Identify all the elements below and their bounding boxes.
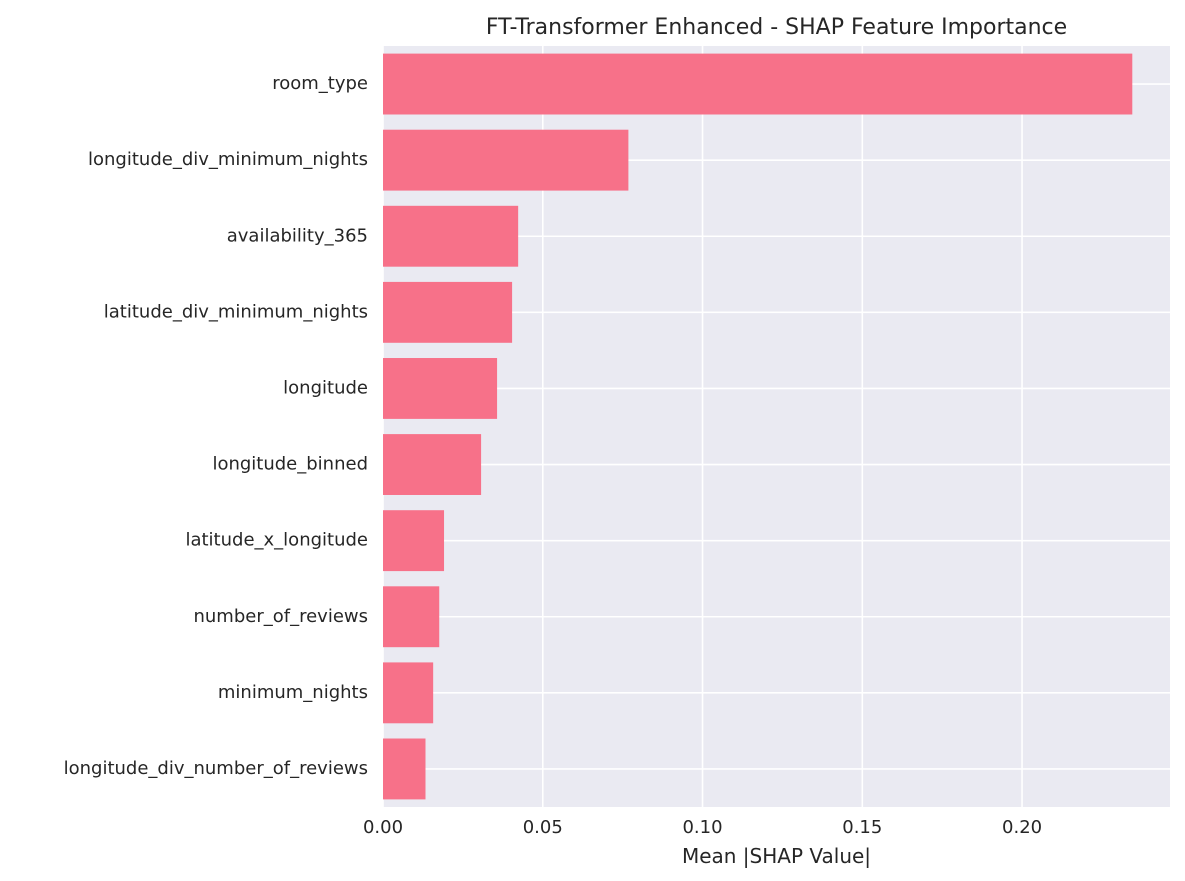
bar-longitude <box>383 358 498 419</box>
y-tick-label: availability_365 <box>227 225 368 246</box>
x-tick-label: 0.00 <box>363 817 403 838</box>
bar-room-type <box>383 53 1133 115</box>
y-tick-label: longitude_binned <box>212 454 368 475</box>
y-tick-label: latitude_x_longitude <box>185 530 368 551</box>
bar-latitude-x-longitude <box>383 510 445 572</box>
x-tick-label: 0.05 <box>523 817 563 838</box>
x-tick-label: 0.15 <box>842 817 882 838</box>
bar-longitude-binned <box>383 434 482 495</box>
bar-longitude-div-number-of-reviews <box>383 738 426 800</box>
bar-minimum-nights <box>383 662 434 724</box>
y-tick-label: room_type <box>272 73 368 94</box>
bar-availability-365 <box>383 205 519 267</box>
x-tick-labels: 0.00 0.05 0.10 0.15 0.20 <box>363 817 1042 838</box>
y-tick-labels: room_type longitude_div_minimum_nightsava… <box>64 73 368 779</box>
x-axis-label: Mean |SHAP Value| <box>682 844 871 868</box>
y-tick-label: longitude <box>283 377 368 398</box>
bar-latitude-div-minimum-nights <box>383 281 513 343</box>
y-tick-label: number_of_reviews <box>193 606 368 627</box>
y-tick-label: latitude_div_minimum_nights <box>104 301 368 322</box>
x-tick-label: 0.10 <box>682 817 722 838</box>
y-tick-label: longitude_div_number_of_reviews <box>64 758 368 779</box>
bar-number-of-reviews <box>383 586 440 648</box>
bars-group <box>383 53 1133 800</box>
x-tick-label: 0.20 <box>1002 817 1042 838</box>
y-tick-label: minimum_nights <box>218 682 368 703</box>
bar-longitude-div-minimum-nights <box>383 129 629 191</box>
y-tick-label: longitude_div_minimum_nights <box>88 149 368 170</box>
chart-title: FT-Transformer Enhanced - SHAP Feature I… <box>486 15 1067 40</box>
